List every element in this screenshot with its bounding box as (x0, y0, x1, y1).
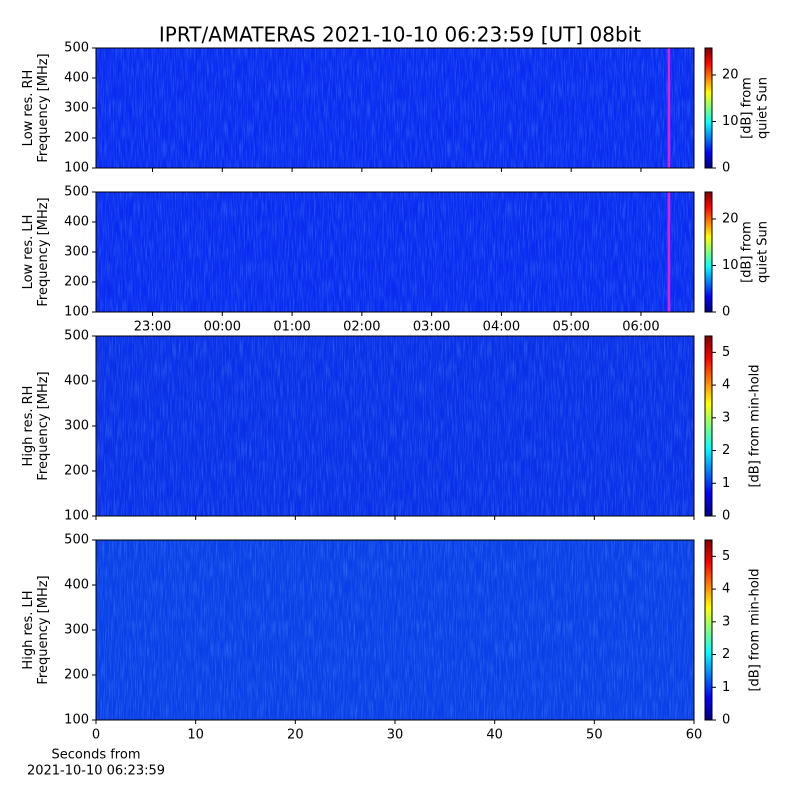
y-tick-label: 500 (64, 185, 89, 200)
spectrogram-texture (96, 336, 694, 516)
colorbar-tick-label: 4 (722, 378, 730, 393)
x-tick-label: 04:00 (483, 320, 520, 335)
y-tick-label: 300 (64, 101, 89, 116)
y-tick-label: 300 (64, 623, 89, 638)
x-axis-label: 2021-10-10 06:23:59 (27, 764, 165, 779)
y-tick-label: 300 (64, 245, 89, 260)
y-axis-label: High res. LH (21, 590, 36, 669)
y-tick-label: 300 (64, 419, 89, 434)
colorbar-label: quiet Sun (756, 77, 771, 139)
colorbar (704, 47, 713, 169)
y-axis-label: Frequency [MHz] (36, 197, 51, 306)
x-tick-label: 50 (586, 728, 603, 743)
x-tick-label: 06:00 (622, 320, 659, 335)
colorbar-tick-label: 4 (722, 582, 730, 597)
y-tick-label: 200 (64, 464, 89, 479)
colorbar-tick-label: 10 (722, 258, 739, 273)
y-axis-label: Frequency [MHz] (36, 371, 51, 480)
y-tick-label: 400 (64, 71, 89, 86)
spectrogram-texture (96, 192, 694, 312)
colorbar-label: quiet Sun (756, 221, 771, 283)
colorbar-tick-label: 1 (722, 680, 730, 695)
y-axis-label: Low res. RH (21, 70, 36, 147)
y-axis-label: Low res. LH (21, 215, 36, 290)
x-tick-label: 10 (187, 728, 204, 743)
x-tick-label: 03:00 (413, 320, 450, 335)
colorbar (704, 539, 713, 721)
x-tick-label: 00:00 (204, 320, 241, 335)
y-axis-label: Frequency [MHz] (36, 53, 51, 162)
colorbar-tick-label: 5 (722, 549, 730, 564)
y-tick-label: 400 (64, 215, 89, 230)
y-axis-label: High res. RH (21, 386, 36, 467)
chart-title: IPRT/AMATERAS 2021-10-10 06:23:59 [UT] 0… (159, 23, 641, 47)
y-tick-label: 500 (64, 41, 89, 56)
x-tick-label: 30 (387, 728, 404, 743)
y-tick-label: 400 (64, 374, 89, 389)
x-tick-label: 23:00 (134, 320, 171, 335)
y-tick-label: 100 (64, 161, 89, 176)
x-tick-label: 01:00 (273, 320, 310, 335)
colorbar-label: [dB] from (740, 221, 755, 283)
x-tick-label: 60 (686, 728, 703, 743)
y-tick-label: 500 (64, 533, 89, 548)
y-tick-label: 200 (64, 275, 89, 290)
x-axis-label: Seconds from (51, 748, 140, 763)
y-tick-label: 100 (64, 713, 89, 728)
y-tick-label: 500 (64, 329, 89, 344)
colorbar-label: [dB] from min-hold (748, 364, 763, 487)
colorbar-tick-label: 5 (722, 345, 730, 360)
colorbar-tick-label: 0 (722, 713, 730, 728)
x-tick-label: 05:00 (552, 320, 589, 335)
colorbar-tick-label: 0 (722, 509, 730, 524)
y-tick-label: 100 (64, 305, 89, 320)
colorbar-label: [dB] from min-hold (748, 568, 763, 691)
spectrogram-texture (96, 48, 694, 168)
spectrogram-texture (96, 540, 694, 720)
colorbar-tick-label: 3 (722, 410, 730, 425)
colorbar-tick-label: 20 (722, 211, 739, 226)
colorbar (704, 191, 713, 313)
y-axis-label: Frequency [MHz] (36, 575, 51, 684)
colorbar-tick-label: 2 (722, 443, 730, 458)
colorbar-tick-label: 10 (722, 114, 739, 129)
colorbar-tick-label: 20 (722, 67, 739, 82)
x-tick-label: 20 (287, 728, 304, 743)
colorbar (704, 335, 713, 517)
y-tick-label: 200 (64, 668, 89, 683)
x-tick-label: 02:00 (343, 320, 380, 335)
x-tick-label: 40 (486, 728, 503, 743)
x-tick-label: 0 (92, 728, 100, 743)
colorbar-tick-label: 0 (722, 161, 730, 176)
y-tick-label: 400 (64, 578, 89, 593)
colorbar-tick-label: 2 (722, 647, 730, 662)
y-tick-label: 200 (64, 131, 89, 146)
y-tick-label: 100 (64, 509, 89, 524)
colorbar-tick-label: 0 (722, 305, 730, 320)
colorbar-tick-label: 3 (722, 614, 730, 629)
colorbar-label: [dB] from (740, 77, 755, 139)
colorbar-tick-label: 1 (722, 476, 730, 491)
